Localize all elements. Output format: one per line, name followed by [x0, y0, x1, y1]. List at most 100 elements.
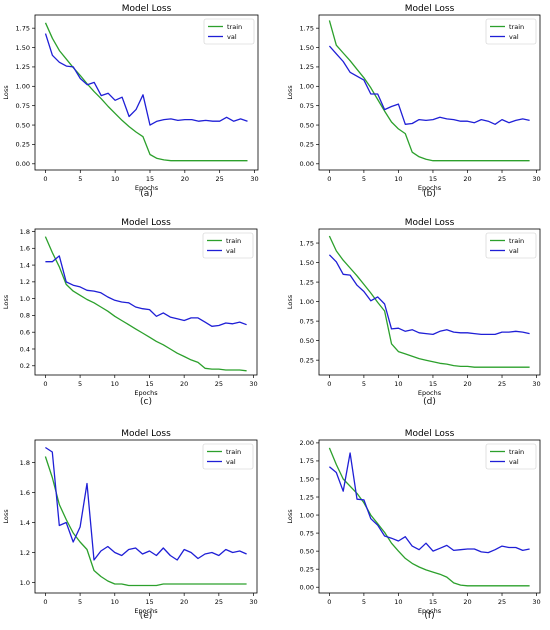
chart-panel-1: Model Loss 0 5 10 15 20 25 30 0.00 0.25 0.50 0.75 1.… — [286, 4, 541, 192]
y-tick-label: 1.0 — [20, 295, 30, 303]
x-axis-label: Epochs — [418, 389, 442, 397]
y-tick-label: 1.50 — [300, 475, 314, 483]
y-tick-label: 1.6 — [20, 245, 30, 253]
y-tick-label: 0.50 — [300, 337, 314, 345]
series-train-line — [44, 456, 247, 587]
y-axis-label: Loss — [2, 85, 10, 100]
y-tick-label: 0.6 — [20, 329, 30, 337]
series-train-line — [328, 20, 530, 162]
series-train-line — [44, 22, 248, 162]
x-tick-label: 25 — [215, 380, 223, 388]
x-tick-label: 15 — [429, 175, 437, 183]
legend: train val — [485, 443, 537, 470]
x-tick-label: 20 — [180, 598, 188, 606]
y-tick-label: 1.2 — [20, 549, 30, 557]
x-tick-label: 30 — [249, 380, 257, 388]
y-axis-label: Loss — [286, 294, 294, 309]
chart-panel-0: Model Loss 0 5 10 15 20 25 30 0.00 0.25 0.50 0.75 1.… — [2, 4, 259, 192]
x-tick-label: 25 — [498, 175, 506, 183]
x-tick-label: 15 — [145, 598, 153, 606]
x-tick-label: 0 — [327, 598, 331, 606]
y-tick-label: 1.75 — [300, 457, 314, 465]
legend: train val — [202, 443, 254, 470]
x-tick-label: 20 — [181, 175, 189, 183]
x-tick-label: 0 — [43, 175, 47, 183]
legend: train val — [202, 232, 254, 259]
plot-frame — [34, 14, 259, 171]
series-val-line — [45, 446, 247, 561]
chart-panel-4: Model Loss 0 5 10 15 20 25 30 1.0 1.2 1.4 1.6 1.8 Epo… — [2, 429, 258, 615]
legend-label-train: train — [509, 23, 524, 31]
legend-label-train: train — [509, 448, 524, 456]
y-tick-label: 1.6 — [20, 489, 30, 497]
y-tick-label: 1.8 — [20, 228, 30, 236]
chart-title: Model Loss — [405, 218, 455, 228]
x-axis-label: Epochs — [418, 607, 442, 615]
x-tick-label: 5 — [78, 598, 82, 606]
legend: train val — [203, 18, 255, 45]
plot-frame — [318, 228, 541, 376]
x-tick-label: 0 — [327, 380, 331, 388]
y-tick-label: 1.50 — [300, 259, 314, 267]
legend-box — [202, 232, 254, 259]
panel-caption: (a) — [140, 189, 153, 199]
y-tick-label: 1.75 — [300, 24, 314, 32]
x-tick-label: 10 — [394, 598, 402, 606]
x-axis-label: Epochs — [134, 607, 158, 615]
legend-label-train: train — [226, 237, 241, 245]
y-tick-label: 1.0 — [20, 579, 30, 587]
series-val-line — [44, 33, 248, 126]
y-tick-label: 1.50 — [16, 44, 30, 52]
chart-title: Model Loss — [122, 4, 172, 14]
x-tick-label: 25 — [498, 598, 506, 606]
x-tick-label: 10 — [111, 175, 119, 183]
chart-title: Model Loss — [405, 4, 455, 14]
x-tick-label: 0 — [43, 380, 47, 388]
y-tick-label: 1.25 — [300, 493, 314, 501]
y-tick-label: 0.25 — [16, 141, 30, 149]
legend-label-val: val — [509, 458, 519, 466]
x-tick-label: 5 — [78, 175, 82, 183]
y-tick-label: 1.4 — [20, 519, 30, 527]
panel-caption: (c) — [140, 397, 152, 407]
plot-frame — [34, 439, 258, 594]
chart-panel-3: Model Loss 0 5 10 15 20 25 30 0.25 0.50 0.75 1.00 1.… — [286, 218, 541, 397]
y-tick-label: 1.4 — [20, 261, 30, 269]
y-tick-label: 1.25 — [300, 278, 314, 286]
x-tick-label: 30 — [532, 598, 540, 606]
x-tick-label: 0 — [327, 175, 331, 183]
x-tick-label: 5 — [362, 380, 366, 388]
series-val-line — [328, 452, 530, 554]
x-tick-label: 10 — [111, 598, 119, 606]
x-tick-label: 25 — [215, 598, 223, 606]
legend: train val — [485, 18, 537, 45]
x-tick-label: 5 — [362, 598, 366, 606]
y-tick-label: 0.75 — [300, 102, 314, 110]
x-tick-label: 30 — [250, 175, 258, 183]
y-tick-label: 0.00 — [16, 160, 30, 168]
legend-box — [485, 443, 537, 470]
legend-label-val: val — [509, 247, 519, 255]
x-tick-label: 0 — [43, 598, 47, 606]
x-tick-label: 10 — [394, 175, 402, 183]
legend-label-train: train — [509, 237, 524, 245]
legend-box — [202, 443, 254, 470]
x-tick-label: 15 — [146, 175, 154, 183]
y-tick-label: 0.2 — [20, 362, 30, 370]
x-tick-label: 20 — [463, 380, 471, 388]
panel-caption: (e) — [139, 611, 153, 621]
legend-label-val: val — [227, 33, 237, 41]
y-tick-label: 0.75 — [300, 317, 314, 325]
legend-box — [203, 18, 255, 45]
legend-label-val: val — [226, 247, 236, 255]
x-axis-label: Epochs — [418, 184, 442, 192]
x-tick-label: 20 — [463, 175, 471, 183]
legend: train val — [485, 232, 537, 259]
y-tick-label: 1.25 — [16, 63, 30, 71]
y-tick-label: 1.2 — [20, 278, 30, 286]
x-tick-label: 30 — [249, 598, 257, 606]
x-tick-label: 30 — [532, 380, 540, 388]
x-tick-label: 5 — [362, 175, 366, 183]
y-tick-label: 1.25 — [300, 63, 314, 71]
